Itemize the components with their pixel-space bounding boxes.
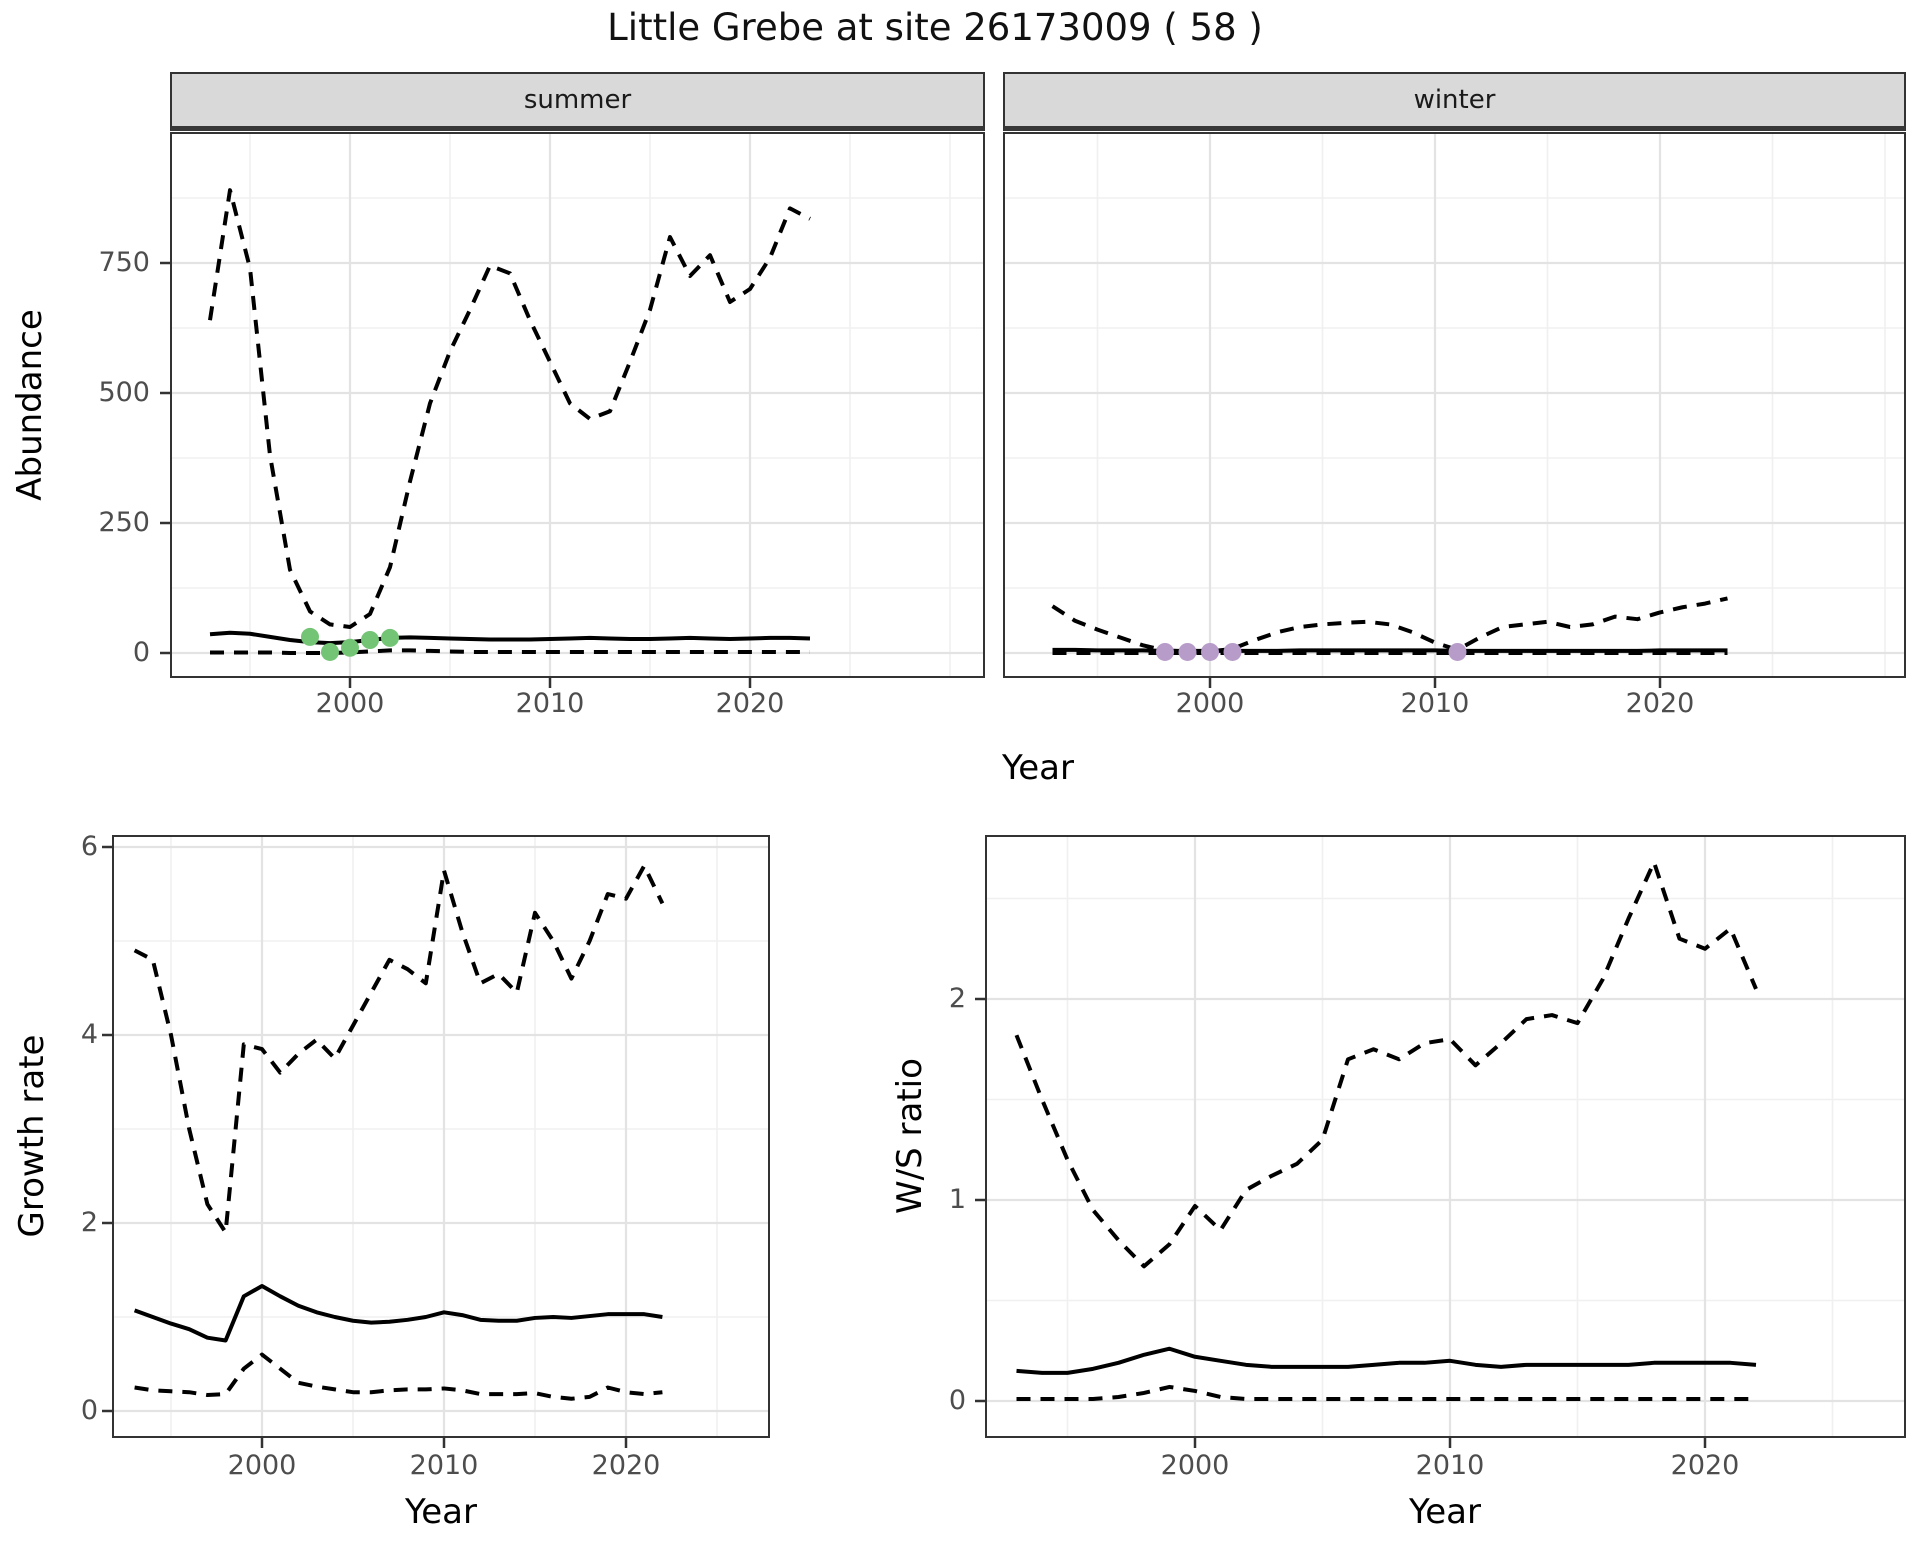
- x-axis-title-year-growth: Year: [405, 1492, 477, 1532]
- x-tick-label: 2020: [591, 1450, 661, 1481]
- plot-title: Little Grebe at site 26173009 ( 58 ): [607, 6, 1263, 49]
- x-tick-label: 2000: [1160, 1450, 1230, 1481]
- x-tick-label: 2020: [1625, 688, 1695, 719]
- facet-strip-winter: winter: [1003, 72, 1906, 131]
- y-tick-label: 750: [98, 247, 150, 278]
- y-tick-label: 2: [80, 1207, 98, 1238]
- panel-ws-ratio: [985, 835, 1906, 1438]
- x-tick-label: 2020: [1670, 1450, 1740, 1481]
- panel-abundance-summer: [170, 132, 985, 678]
- y-tick-label: 6: [80, 831, 98, 862]
- x-tick-label: 2020: [715, 688, 785, 719]
- facet-strip-summer-label: summer: [523, 85, 632, 115]
- x-axis-title-year-top: Year: [1002, 748, 1074, 788]
- y-tick-label: 500: [98, 377, 150, 408]
- x-axis-title-year-ratio: Year: [1409, 1492, 1481, 1532]
- x-tick-label: 2000: [315, 688, 385, 719]
- y-tick-label: 250: [98, 507, 150, 538]
- y-tick-label: 0: [80, 1395, 98, 1426]
- panel-growth-rate: [112, 835, 770, 1438]
- x-tick-label: 2010: [1400, 688, 1470, 719]
- x-tick-label: 2000: [227, 1450, 297, 1481]
- panel-abundance-winter: [1003, 132, 1906, 678]
- y-axis-title-growth-rate: Growth rate: [12, 1034, 52, 1238]
- x-tick-label: 2000: [1175, 688, 1245, 719]
- y-tick-label: 4: [80, 1019, 98, 1050]
- facet-strip-winter-label: winter: [1413, 85, 1496, 115]
- x-tick-label: 2010: [1415, 1450, 1485, 1481]
- x-tick-label: 2010: [515, 688, 585, 719]
- y-tick-label: 2: [948, 983, 966, 1014]
- y-tick-label: 0: [132, 637, 150, 668]
- x-tick-label: 2010: [409, 1450, 479, 1481]
- y-tick-label: 0: [948, 1385, 966, 1416]
- y-axis-title-abundance: Abundance: [10, 309, 50, 501]
- facet-strip-summer: summer: [170, 72, 985, 131]
- y-tick-label: 1: [948, 1184, 966, 1215]
